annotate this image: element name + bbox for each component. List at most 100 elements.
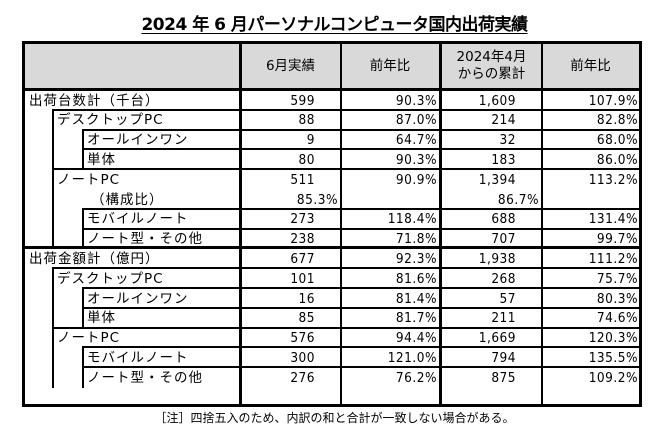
indent-line bbox=[52, 326, 54, 349]
indent-line bbox=[52, 108, 54, 131]
page-title: 2024 年 6 月パーソナルコンピュータ国内出荷実績 bbox=[0, 10, 669, 35]
cell-june-actual: 576 bbox=[290, 330, 315, 347]
cell-yoy: 121.0% bbox=[387, 349, 437, 366]
cell-cumulative-yoy: 111.2% bbox=[588, 250, 638, 267]
row-separator bbox=[83, 306, 639, 309]
cell-june-actual: 677 bbox=[290, 250, 315, 267]
indent-line bbox=[52, 168, 54, 210]
row-separator bbox=[25, 246, 639, 250]
cell-june-actual: 276 bbox=[290, 369, 315, 386]
indent-line bbox=[82, 366, 84, 388]
row-separator bbox=[83, 148, 639, 151]
cell-june-actual: 300 bbox=[290, 349, 315, 366]
cell-june-actual: 273 bbox=[290, 211, 315, 228]
cell-cumulative: 32 bbox=[499, 132, 516, 149]
cell-yoy: 90.3% bbox=[395, 151, 437, 168]
indent-line bbox=[82, 306, 84, 329]
row-label: オールインワン bbox=[87, 290, 189, 307]
row-label: 単体 bbox=[87, 151, 116, 168]
cell-cumulative-yoy: 86.0% bbox=[596, 151, 638, 168]
header-cumulative-line2: からの累計 bbox=[457, 66, 526, 82]
cell-june-actual: 85 bbox=[298, 310, 315, 327]
indent-line bbox=[52, 148, 54, 171]
cell-june-actual: 511 bbox=[290, 171, 315, 188]
indent-line bbox=[52, 366, 54, 388]
cell-yoy: 92.3% bbox=[395, 250, 437, 267]
indent-line bbox=[52, 287, 54, 309]
row-separator bbox=[83, 207, 639, 210]
cell-cumulative-yoy: 99.7% bbox=[596, 231, 638, 248]
cell-cumulative: 688 bbox=[491, 211, 516, 228]
cell-cumulative-yoy: 131.4% bbox=[588, 211, 638, 228]
cell-cumulative: 214 bbox=[491, 112, 516, 129]
indent-line bbox=[82, 207, 84, 230]
row-separator bbox=[83, 366, 639, 369]
cell-yoy: 94.4% bbox=[395, 330, 437, 347]
header-cumulative-yoy: 前年比 bbox=[570, 57, 611, 74]
cell-cumulative-yoy: 120.3% bbox=[588, 330, 638, 347]
row-separator bbox=[83, 128, 639, 131]
indent-line bbox=[52, 306, 54, 329]
cell-cumulative: 268 bbox=[491, 270, 516, 287]
cell-cumulative-yoy: 74.6% bbox=[596, 310, 638, 327]
cell-cumulative: 1,669 bbox=[478, 330, 516, 347]
indent-line bbox=[82, 287, 84, 309]
row-separator bbox=[83, 287, 639, 289]
cell-june-actual: 101 bbox=[290, 270, 315, 287]
indent-line bbox=[52, 207, 54, 230]
cell-cumulative-yoy: 82.8% bbox=[596, 112, 638, 129]
cell-yoy: 76.2% bbox=[395, 369, 437, 386]
indent-line bbox=[82, 346, 84, 369]
divider-col3 bbox=[439, 44, 442, 404]
cell-yoy: 81.4% bbox=[395, 290, 437, 307]
row-label: ノートPC bbox=[57, 171, 121, 188]
footnote: ［注］四捨五入のため、内訳の和と合計が一致しない場合がある。 bbox=[154, 411, 515, 425]
cell-cumulative-composition: 86.7% bbox=[497, 191, 539, 208]
shipment-table: 6月実績 前年比 2024年4月 からの累計 前年比 出荷台数計（千台） 599 9… bbox=[22, 41, 642, 407]
indent-line bbox=[52, 267, 54, 289]
row-label: 単体 bbox=[87, 310, 116, 327]
header-june-actual: 6月実績 bbox=[265, 57, 316, 74]
cell-yoy: 71.8% bbox=[395, 231, 437, 248]
cell-cumulative: 875 bbox=[491, 369, 516, 386]
cell-cumulative: 794 bbox=[491, 349, 516, 366]
indent-line bbox=[52, 128, 54, 151]
cell-june-actual: 88 bbox=[298, 112, 315, 129]
cell-cumulative: 211 bbox=[491, 310, 516, 327]
cell-cumulative: 1,609 bbox=[478, 92, 516, 109]
row-separator bbox=[53, 326, 639, 329]
cell-cumulative-yoy: 75.7% bbox=[596, 270, 638, 287]
row-label: ノート型・その他 bbox=[87, 231, 203, 248]
cell-cumulative: 57 bbox=[499, 290, 516, 307]
cell-yoy: 90.9% bbox=[395, 171, 437, 188]
cell-cumulative-yoy: 113.2% bbox=[588, 171, 638, 188]
row-label: モバイルノート bbox=[87, 211, 189, 228]
row-separator bbox=[83, 227, 639, 230]
divider-col4 bbox=[541, 44, 543, 404]
divider-label-col bbox=[239, 44, 242, 404]
cell-cumulative-yoy: 68.0% bbox=[596, 132, 638, 149]
indent-line bbox=[52, 346, 54, 369]
header-blank bbox=[25, 44, 239, 88]
cell-cumulative-yoy: 135.5% bbox=[588, 349, 638, 366]
cell-yoy: 64.7% bbox=[395, 132, 437, 149]
indent-line bbox=[52, 227, 54, 250]
row-separator bbox=[53, 168, 639, 171]
row-label: ノート型・その他 bbox=[87, 369, 203, 386]
table-header: 6月実績 前年比 2024年4月 からの累計 前年比 bbox=[25, 44, 639, 91]
row-separator bbox=[83, 346, 639, 349]
row-label: ノートPC bbox=[57, 330, 121, 347]
cell-yoy: 81.7% bbox=[395, 310, 437, 327]
cell-june-actual: 9 bbox=[306, 132, 315, 149]
cell-cumulative: 1,938 bbox=[478, 250, 516, 267]
header-cumulative-line1: 2024年4月 bbox=[456, 49, 527, 65]
cell-cumulative-yoy: 107.9% bbox=[588, 92, 638, 109]
cell-june-actual: 80 bbox=[298, 151, 315, 168]
cell-june-actual: 16 bbox=[298, 290, 315, 307]
cell-yoy: 118.4% bbox=[387, 211, 437, 228]
row-label: デスクトップPC bbox=[57, 270, 164, 287]
cell-june-actual: 238 bbox=[290, 231, 315, 248]
indent-line bbox=[82, 227, 84, 250]
cell-june-actual: 599 bbox=[290, 92, 315, 109]
title-text: 2024 年 6 月パーソナルコンピュータ国内出荷実績 bbox=[141, 15, 528, 35]
